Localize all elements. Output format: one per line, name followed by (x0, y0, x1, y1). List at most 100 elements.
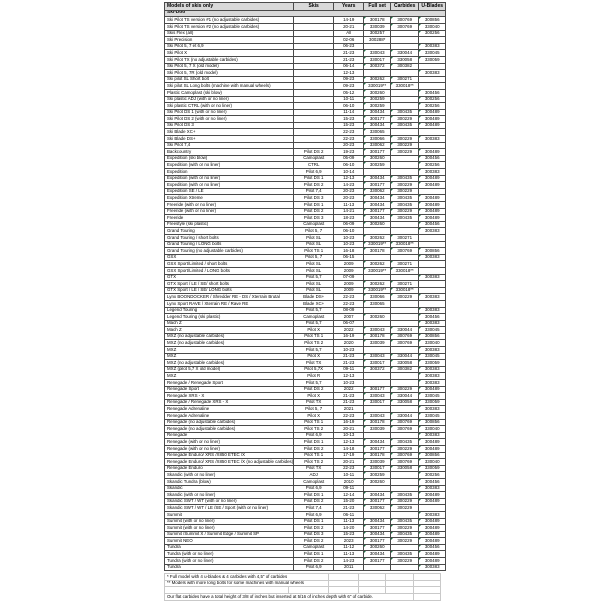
cell-carbides: 300271 (390, 280, 420, 288)
stored-as-text-flag-icon (419, 558, 422, 561)
cell-full-set: 300434 (363, 517, 392, 526)
cell-skis: Pilot 5, 7 (293, 253, 335, 262)
cell-model: Renegade (with or no liner) (163, 445, 295, 453)
cell-model: Ski Blade DS+ (163, 135, 295, 143)
cell-model: Ski plastic ADJ (with or no liner) (163, 95, 295, 104)
cell-skis (293, 42, 335, 51)
cell-years: 14-19 (333, 16, 365, 24)
cell-years: 14-21 (333, 207, 365, 216)
cell-model: Skis Flex (all) (163, 29, 295, 38)
cell-skis: Pilot TS 1 (293, 451, 335, 460)
cell-u-blades: 300489 (418, 181, 447, 189)
cell-skis: Pilot TS 1 (293, 418, 335, 427)
cell-full-set: 300262 (363, 280, 392, 288)
table-row: Expedition (with or no liner) CTRL 06-10 30… (163, 161, 447, 170)
cell-u-blades: 300383 (418, 69, 447, 77)
cell-carbides (390, 168, 420, 176)
cell-carbides (390, 543, 420, 552)
table-row: Ski plastic ADJ (with or no liner) 10-11 3… (163, 95, 447, 104)
cell-skis: Pilot 5, 7 (293, 227, 335, 235)
table-row: Ski Blade DS+ 22-23 330066 300229 300383 (163, 135, 447, 143)
stored-as-text-flag-icon (419, 479, 422, 481)
table-row: Ski Precision 02-06 300288* (163, 36, 447, 44)
cell-model: Skandic (with or no liner) (163, 471, 295, 479)
cell-full-set: 300177 (363, 445, 392, 453)
empty-cell (413, 586, 441, 595)
table-row: Ski Pilot 5, 7 et 6,9 06-23 300383 (163, 42, 447, 51)
cell-u-blades (418, 128, 447, 137)
column-header-years: Years (333, 2, 365, 11)
cell-model: Renegade (no adjustable carbides) (163, 418, 295, 427)
cell-carbides: 300229 (390, 524, 420, 532)
stored-as-text-flag-icon (419, 492, 422, 495)
cell-carbides (390, 431, 420, 440)
cell-skis: Pilot DS 3 (293, 194, 335, 202)
cell-model: Tundra (with or no liner) (163, 557, 295, 565)
cell-years: 10-11 (333, 95, 365, 104)
cell-skis: Pilot DS 2 (293, 524, 335, 532)
cell-u-blades: 300489 (418, 537, 447, 545)
cell-years: 22-23 (333, 135, 365, 143)
cell-u-blades: 300383 (418, 306, 447, 315)
stored-as-text-flag-icon (391, 334, 394, 336)
cell-model: Freeride (with or no liner) (163, 201, 295, 209)
stored-as-text-flag-icon (364, 301, 367, 303)
cell-u-blades: 300456 (418, 477, 447, 486)
cell-u-blades: 300383 (418, 273, 447, 282)
empty-cell (358, 586, 386, 595)
cell-years: 06-07 (333, 319, 365, 328)
cell-full-set: 300260 (363, 154, 392, 163)
cell-model: Skandic SWT / WT / LE /SE / Sport (with … (163, 504, 295, 512)
table-row: Mach Z Pilot 5,7 06-07 300383 (163, 319, 447, 328)
cell-model: Ski pilot SL Short bolt (163, 75, 295, 84)
cell-u-blades: 300489 (418, 524, 447, 532)
stored-as-text-flag-icon (364, 83, 367, 86)
table-row: MXZ Pilot 5,7 10-23 300383 (163, 346, 447, 354)
cell-full-set: 300372 (363, 365, 392, 374)
cell-carbides: 300229 (390, 115, 420, 123)
cell-skis: Pilot TX (293, 398, 335, 407)
cell-full-set (363, 379, 392, 387)
cell-model: Backcountry (163, 148, 295, 156)
cell-model: Renegade (no adjustable carbides) (163, 425, 295, 433)
cell-full-set: 330065 (363, 128, 392, 137)
spreadsheet-area: Models of skis only Skis Years Full set … (163, 2, 447, 601)
cell-skis (293, 102, 335, 110)
stored-as-text-flag-icon (419, 518, 422, 521)
cell-years: 16-19 (333, 418, 365, 427)
cell-full-set: 330039 (363, 458, 392, 466)
cell-full-set (363, 319, 392, 328)
cell-carbides (390, 69, 420, 77)
cell-years: 20-21 (333, 23, 365, 31)
cell-u-blades: 300256 (418, 95, 447, 104)
stored-as-text-flag-icon (391, 532, 394, 534)
stored-as-text-flag-icon (419, 354, 422, 356)
stored-as-text-flag-icon (364, 340, 367, 343)
stored-as-text-flag-icon (419, 413, 422, 416)
cell-model: Ski Pilot TX (no adjustable carbides) (163, 55, 295, 64)
table-row: Renegade Enduro/ XRS /X850 ETEC /X Pilot … (163, 451, 447, 460)
cell-years: 15-23 (333, 121, 365, 130)
stored-as-text-flag-icon (391, 209, 394, 211)
cell-skis: Pilot 5,7 (293, 319, 335, 328)
stored-as-text-flag-icon (391, 551, 394, 554)
cell-u-blades: 300489 (418, 491, 447, 499)
cell-years: 22-23 (333, 293, 365, 301)
cell-u-blades (418, 286, 447, 295)
footnote-flat-carbides: Our flat carbides have a total height of… (164, 593, 414, 601)
cell-carbides: 330058 (390, 464, 420, 473)
cell-model: Renegade XRS - X (163, 392, 295, 400)
cell-years: 20-23 (333, 187, 365, 196)
cell-model: Ski Pilot 5, 7R (old model) (163, 69, 295, 77)
stored-as-text-flag-icon (364, 209, 367, 211)
stored-as-text-flag-icon (364, 261, 367, 264)
stored-as-text-flag-icon (364, 558, 367, 561)
cell-u-blades: 300456 (418, 88, 447, 97)
cell-skis: Camoplast (293, 313, 335, 321)
cell-carbides: 330058 (390, 398, 420, 407)
cell-model: Renegade Adrenaline (163, 412, 295, 420)
stored-as-text-flag-icon (419, 44, 422, 46)
cell-model: Grand Touring / LONG bolts (163, 240, 295, 249)
empty-cell (385, 573, 414, 581)
cell-carbides: 300229 (390, 148, 420, 156)
